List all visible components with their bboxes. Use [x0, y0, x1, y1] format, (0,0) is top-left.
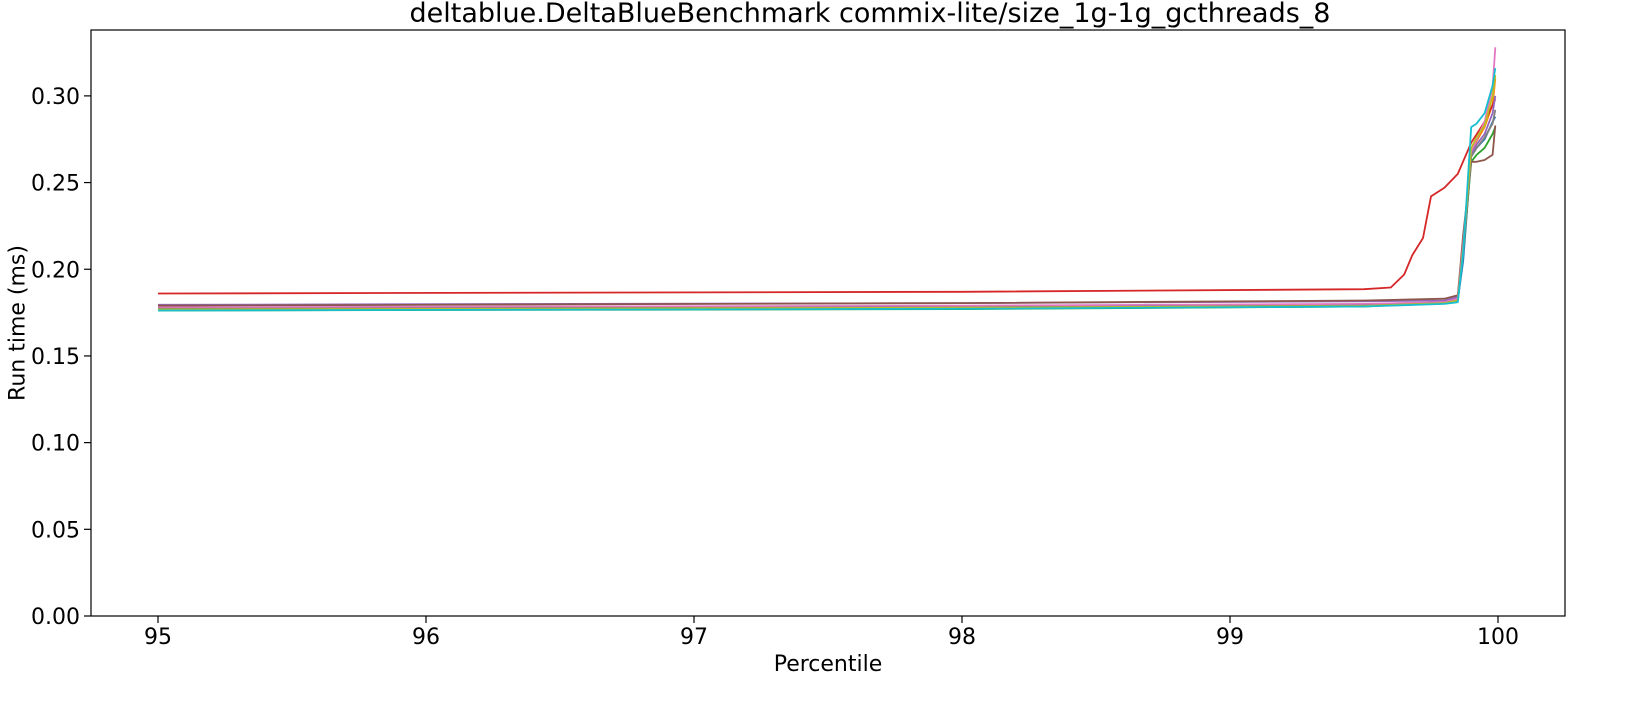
- y-axis-label: Run time (ms): [6, 245, 31, 401]
- x-tick-label: 96: [412, 625, 440, 650]
- x-tick-label: 100: [1477, 625, 1519, 650]
- y-tick-label: 0.05: [31, 518, 80, 543]
- series-line-10: [157, 67, 1497, 312]
- x-axis-label: Percentile: [774, 652, 883, 677]
- y-tick-label: 0.00: [31, 605, 80, 630]
- y-tick-label: 0.10: [31, 432, 80, 457]
- x-tick-label: 98: [948, 625, 976, 650]
- x-tick-label: 99: [1216, 625, 1244, 650]
- plot-frame: [90, 29, 1566, 617]
- x-tick-label: 97: [680, 625, 708, 650]
- x-axis: 95 96 97 98 99 100: [144, 616, 1519, 650]
- y-tick-label: 0.15: [31, 345, 80, 370]
- y-tick-label: 0.30: [31, 85, 80, 110]
- x-tick-label: 95: [144, 625, 172, 650]
- chart-title: deltablue.DeltaBlueBenchmark commix-lite…: [410, 0, 1331, 29]
- y-axis: 0.00 0.05 0.10 0.15 0.20 0.25 0.30: [31, 85, 91, 630]
- y-tick-label: 0.25: [31, 172, 80, 197]
- series-layer: [157, 47, 1497, 312]
- y-tick-label: 0.20: [31, 258, 80, 283]
- series-line-4: [157, 98, 1497, 295]
